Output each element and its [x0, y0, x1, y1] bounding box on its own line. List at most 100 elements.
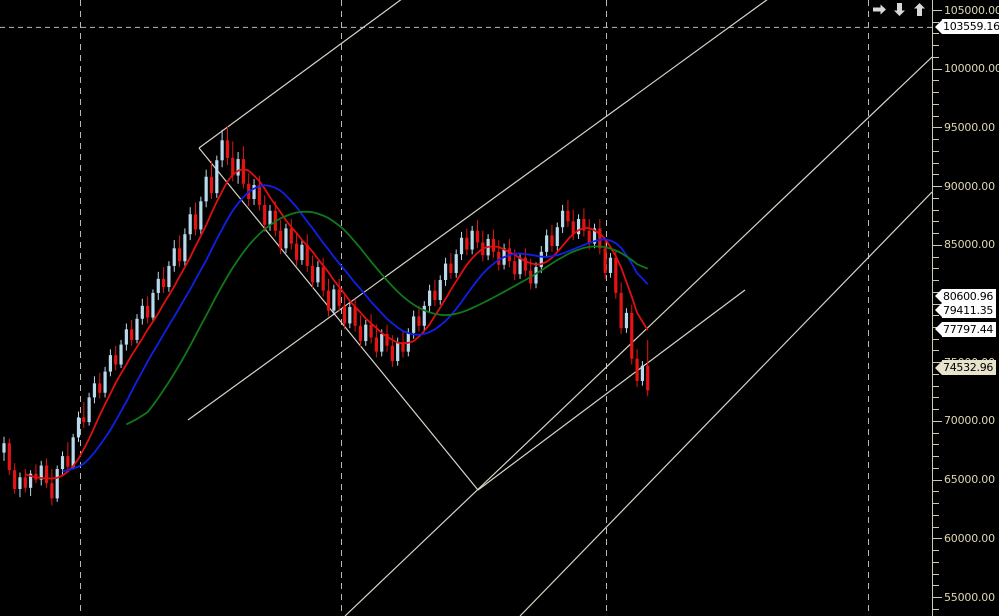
candlestick: [183, 228, 187, 266]
axis-tick-minor: [933, 574, 939, 575]
candlestick: [135, 314, 139, 344]
candlestick: [539, 245, 543, 273]
axis-tick-minor: [933, 221, 939, 222]
axis-tick-minor: [933, 339, 939, 340]
axis-tick-minor: [933, 456, 939, 457]
candlestick: [199, 196, 203, 235]
axis-price-label: 85000.00: [944, 238, 995, 252]
candlestick: [646, 339, 650, 397]
vertical-gridlines: [80, 0, 869, 616]
axis-tick-minor: [933, 92, 939, 93]
trendline-group[interactable]: [187, 0, 932, 616]
axis-tick-major: [933, 10, 942, 11]
price-marker[interactable]: 80600.96: [935, 288, 997, 304]
axis-tick-minor: [933, 57, 939, 58]
candlestick: [295, 231, 299, 266]
ascending-channel-2[interactable]: [344, 56, 932, 616]
scroll-down-icon[interactable]: [892, 2, 907, 17]
candlestick: [497, 240, 501, 271]
axis-price-label: 105000.00: [944, 3, 999, 17]
axis-tick-minor: [933, 45, 939, 46]
candlestick: [449, 253, 453, 279]
axis-tick-minor: [933, 151, 939, 152]
candlestick: [156, 271, 160, 300]
candlestick: [459, 231, 464, 261]
candlestick: [369, 314, 373, 344]
axis-tick-minor: [933, 280, 939, 281]
axis-tick-minor: [933, 503, 939, 504]
candlestick: [29, 470, 33, 497]
price-marker[interactable]: 74532.96: [935, 360, 997, 376]
candlestick: [71, 433, 75, 470]
candlestick: [619, 282, 623, 335]
axis-tick-minor: [933, 174, 939, 175]
price-marker[interactable]: 79411.35: [935, 302, 997, 318]
candlestick: [34, 464, 38, 484]
candlestick: [587, 218, 591, 250]
axis-price-label: 90000.00: [944, 179, 995, 193]
candlestick: [188, 207, 192, 241]
candlestick: [236, 152, 240, 184]
candlestick: [55, 465, 59, 502]
axis-tick-major: [933, 245, 942, 246]
candlestick: [592, 223, 597, 249]
candlestick: [491, 229, 496, 258]
candlestick: [23, 469, 27, 493]
axis-tick-minor: [933, 397, 939, 398]
candlestick: [305, 234, 309, 272]
ma-line-ma-slow: [125, 210, 649, 426]
chart-plot-area[interactable]: [0, 0, 932, 616]
candlestick: [422, 301, 426, 331]
axis-tick-minor: [933, 444, 939, 445]
candlestick: [534, 262, 538, 289]
candlestick: [545, 229, 549, 258]
candlestick: [358, 315, 363, 347]
candlestick: [443, 257, 448, 286]
candlestick: [353, 298, 357, 332]
axis-tick-major: [933, 69, 942, 70]
candlestick: [146, 296, 150, 324]
candlestick: [66, 442, 70, 472]
candlestick: [364, 319, 368, 346]
axis-tick-minor: [933, 409, 939, 410]
axis-tick-major: [933, 538, 942, 539]
axis-tick-major: [933, 597, 942, 598]
axis-tick-minor: [933, 609, 939, 610]
axis-tick-minor: [933, 386, 939, 387]
candlestick: [433, 280, 437, 306]
candlestick: [82, 402, 86, 428]
descending-channel-upper[interactable]: [198, 0, 425, 149]
candlestick: [162, 267, 166, 293]
candlestick: [300, 240, 304, 265]
descending-channel-lower[interactable]: [477, 289, 746, 491]
chart-scroll-toolbar[interactable]: [872, 2, 927, 17]
axis-tick-minor: [933, 433, 939, 434]
candlestick: [310, 255, 315, 289]
candlestick: [555, 222, 559, 251]
candlestick: [417, 305, 421, 332]
candlestick: [209, 161, 214, 200]
candlestick: [598, 218, 602, 255]
price-marker[interactable]: 77797.44: [935, 321, 997, 337]
candlestick: [332, 284, 336, 316]
candlestick: [550, 224, 554, 252]
candlestick: [438, 275, 442, 305]
candlestick: [630, 304, 634, 365]
descending-channel-left-edge[interactable]: [198, 147, 479, 491]
scroll-right-icon[interactable]: [872, 2, 887, 17]
price-marker[interactable]: 103559.16: [935, 19, 999, 35]
axis-tick-minor: [933, 80, 939, 81]
candlestick: [640, 361, 644, 386]
price-marker-label: 79411.35: [942, 302, 997, 318]
axis-tick-major: [933, 186, 942, 187]
candlestick: [151, 289, 155, 322]
candlestick: [7, 438, 11, 475]
price-axis[interactable]: 105000.00 100000.00 95000.00 90000.00 85000.…: [932, 0, 999, 616]
ascending-channel-3[interactable]: [519, 191, 932, 616]
ascending-channel-1[interactable]: [187, 0, 932, 421]
candlestick: [342, 295, 347, 330]
price-marker-pointer-icon: [935, 360, 942, 375]
scroll-up-icon[interactable]: [912, 2, 927, 17]
chart-canvas: [0, 0, 932, 616]
price-marker-pointer-icon: [935, 303, 942, 318]
